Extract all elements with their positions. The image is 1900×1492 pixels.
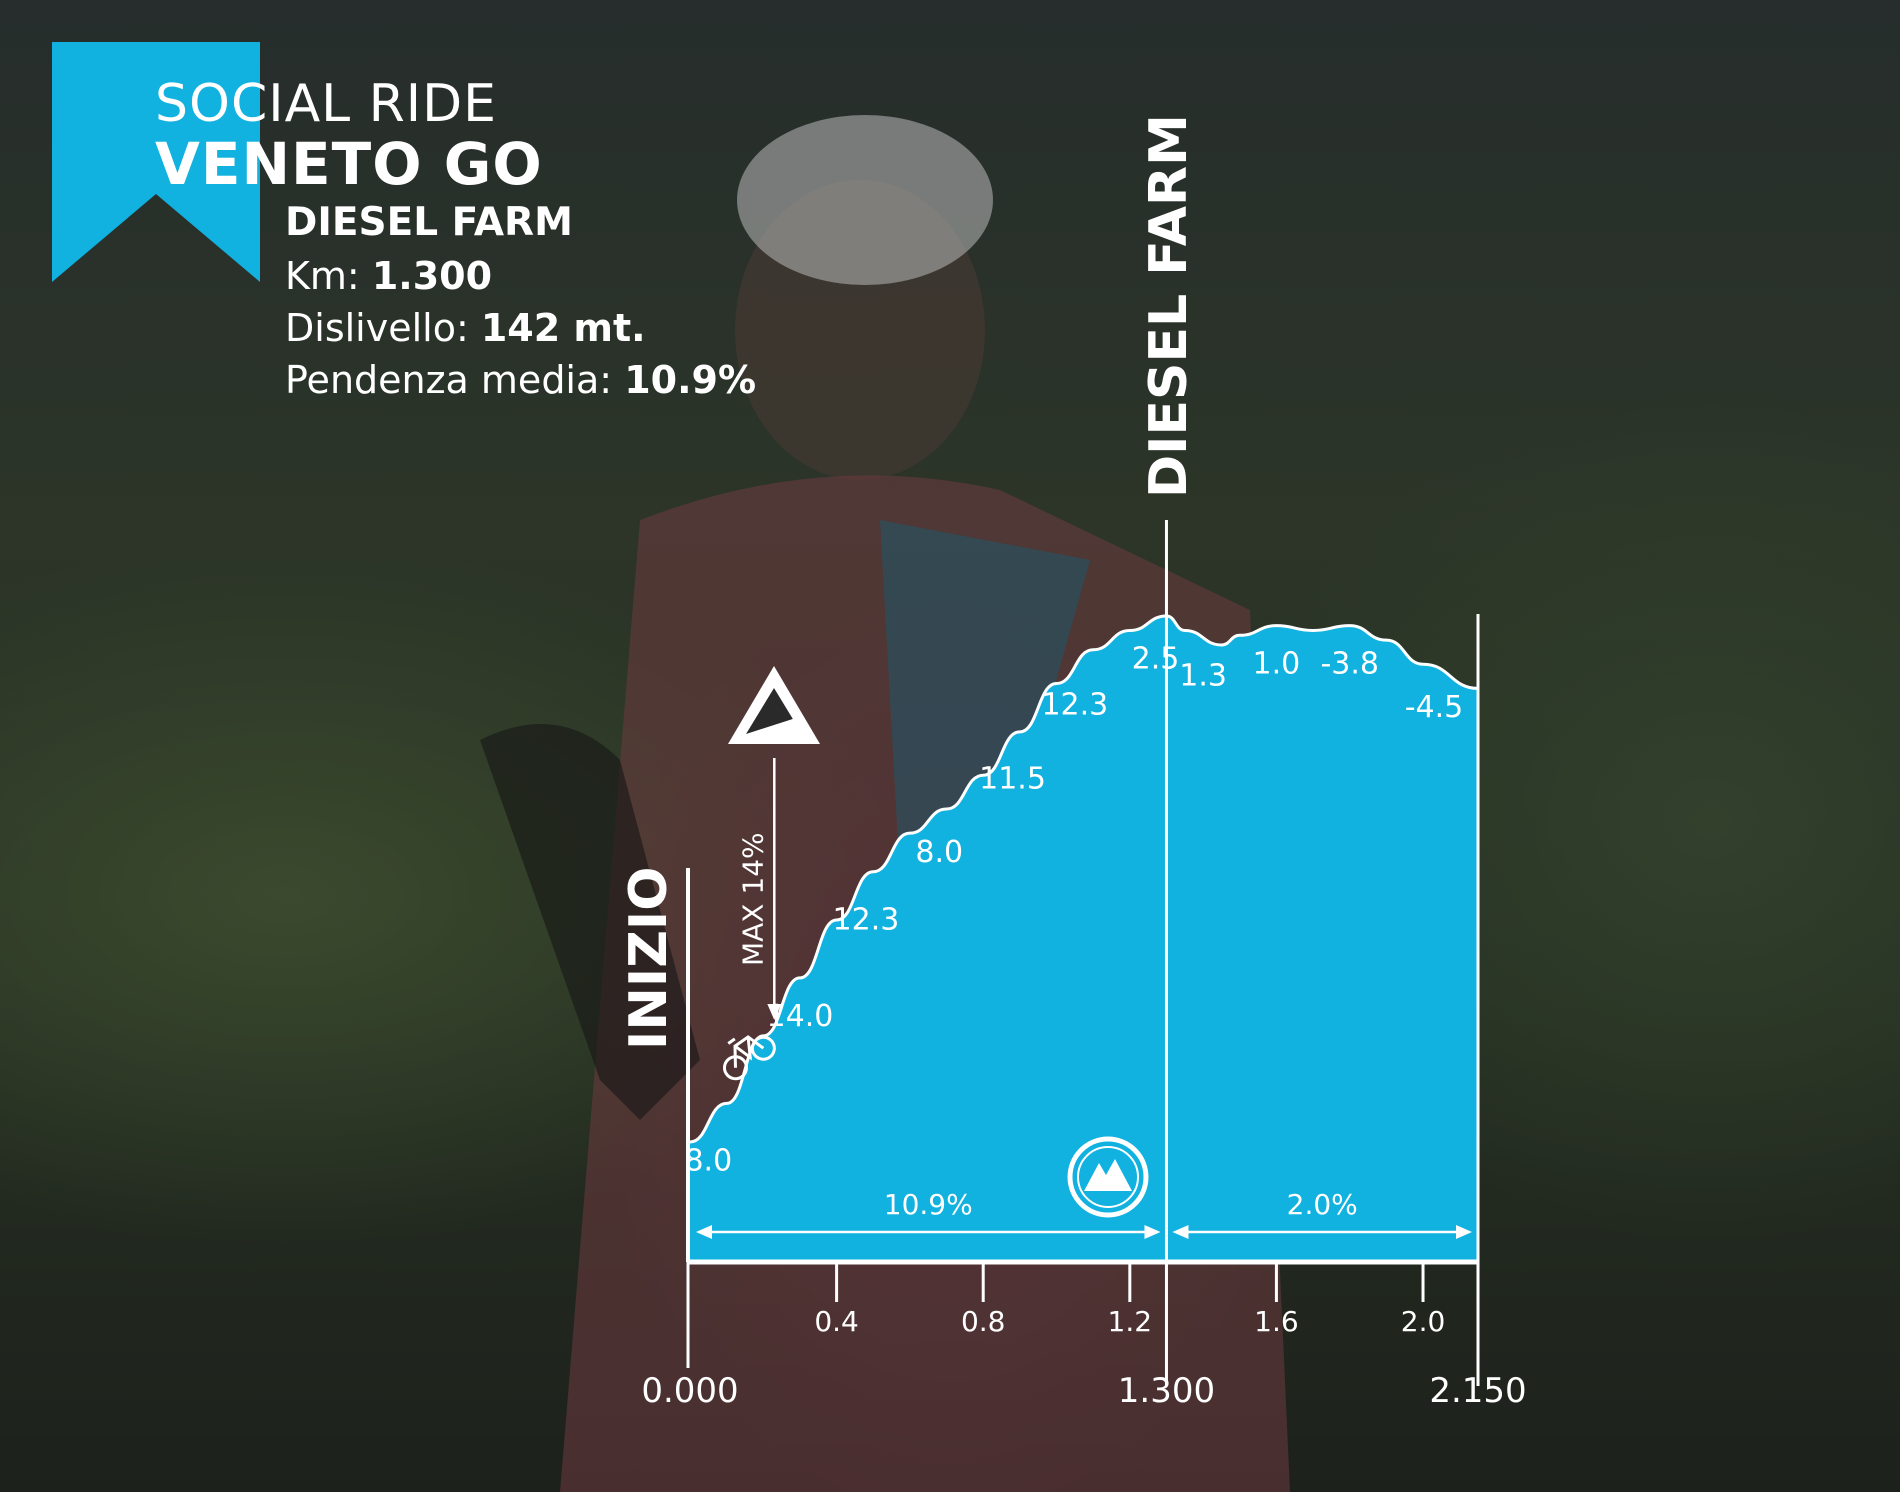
distance-axis: 0.4 0.8 1.2 1.6 2.0 0.000 1.300 2.150 [641,1262,1527,1411]
section-arrow-left [1172,1225,1189,1239]
summit-label: DIESEL FARM [1139,114,1199,498]
gradient-label: 2.5 [1132,641,1180,676]
ride-title: SOCIAL RIDE [155,74,498,134]
stat-distance: Km: 1.300 [285,254,492,298]
x-tick-label: 2.0 [1401,1305,1446,1338]
bicycle-icon [722,1035,776,1081]
x-tick-label: 0.4 [814,1305,859,1338]
section-label: 2.0% [1287,1188,1358,1221]
section-arrow-right [1456,1225,1472,1239]
gradient-label: 11.5 [979,762,1046,797]
stat-distance-value: 1.300 [371,254,493,298]
section-arrow-left [696,1225,712,1239]
chart-lines [686,520,1480,1386]
max-grade-label: MAX 14% [736,832,769,966]
gradient-label: -4.5 [1405,690,1464,725]
section-label: 10.9% [884,1188,973,1221]
stat-elevation-value: 142 mt. [480,306,646,350]
climb-name: DIESEL FARM [285,200,573,245]
section-arrow-right [1144,1225,1161,1239]
x-tick-label: 1.2 [1108,1305,1153,1338]
x-tick-label: 0.8 [961,1305,1006,1338]
gradient-labels: 8.014.012.38.011.512.32.5 1.3 1.0 -3.8-4.5 [684,641,1463,1178]
max-grade-arrowhead [767,1004,782,1020]
gradient-label: 1.3 [1179,659,1227,694]
gradient-label: 8.0 [915,835,963,870]
elevation-profile-line [689,614,1479,1144]
x-major-label: 2.150 [1429,1371,1526,1411]
stat-grade-value: 10.9% [624,358,757,402]
stat-elevation: Dislivello: 142 mt. [285,306,646,350]
stat-distance-label: Km: [285,254,360,298]
max-grade-marker: MAX 14% [736,758,782,1020]
stat-elevation-label: Dislivello: [285,306,469,350]
gradient-triangle-icon [728,666,820,744]
gradient-label: -3.8 [1320,647,1379,682]
gradient-label: 12.3 [833,902,900,937]
vertical-labels: INIZIO DIESEL FARM [619,114,1199,1050]
section-averages: 10.9% 2.0% [696,1188,1472,1239]
ribbon-bookmark-icon [52,42,260,282]
gradient-label: 12.3 [1041,688,1108,723]
gradient-label: 1.0 [1253,647,1301,682]
start-label: INIZIO [619,867,679,1050]
elevation-profile-area [690,616,1478,1262]
x-major-label: 1.300 [1118,1371,1215,1411]
stat-grade-label: Pendenza media: [285,358,613,402]
mountain-badge-icon [1067,1136,1149,1218]
x-major-label: 0.000 [641,1371,738,1411]
gradient-label: 8.0 [684,1144,732,1179]
ride-name: VENETO GO [155,130,543,198]
x-tick-label: 1.6 [1254,1305,1299,1338]
stat-grade: Pendenza media: 10.9% [285,358,756,402]
